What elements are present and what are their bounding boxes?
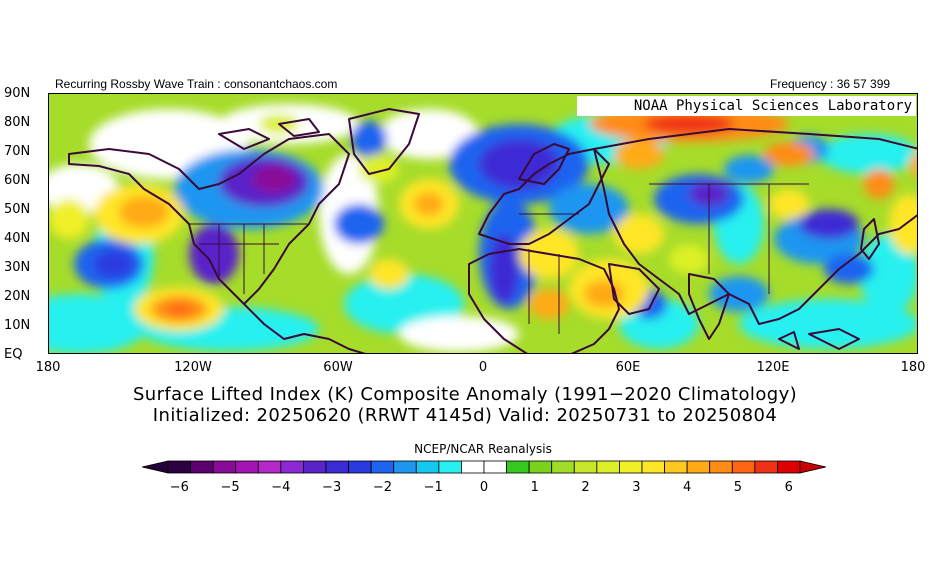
colorbar-swatch	[754, 460, 778, 474]
lat-label-40n: 40N	[4, 231, 31, 246]
lon-label-120w: 120W	[174, 360, 212, 375]
lat-label-50n: 50N	[4, 202, 31, 217]
colorbar-swatch	[483, 460, 507, 474]
colorbar-tick-label: −4	[271, 480, 291, 495]
lon-label-0: 0	[478, 360, 488, 375]
colorbar-swatch	[348, 460, 372, 474]
coastlines	[68, 108, 917, 353]
lat-label-90n: 90N	[4, 86, 31, 101]
colorbar	[142, 460, 826, 474]
colorbar-swatch	[415, 460, 440, 474]
lat-label-10n: 10N	[4, 318, 31, 333]
colorbar-low-arrow	[142, 460, 169, 474]
colorbar-swatch	[235, 460, 259, 474]
lat-label-60n: 60N	[4, 173, 31, 188]
colorbar-swatch	[280, 460, 304, 474]
colorbar-swatch	[506, 460, 530, 474]
reanalysis-label: NCEP/NCAR Reanalysis	[414, 442, 552, 456]
colorbar-tick-label: 1	[530, 480, 539, 495]
colorbar-swatch	[619, 460, 643, 474]
colorbar-swatch	[438, 460, 462, 474]
colorbar-tick-label: 6	[784, 480, 793, 495]
colorbar-swatch	[325, 460, 349, 474]
source-credit: Recurring Rossby Wave Train : consonantc…	[55, 77, 338, 91]
colorbar-tick-label: −3	[322, 480, 342, 495]
lon-label-120e: 120E	[756, 360, 790, 375]
lat-label-20n: 20N	[4, 289, 31, 304]
colorbar-swatch	[528, 460, 553, 474]
colorbar-swatch	[212, 460, 237, 474]
colorbar-tick-label: 4	[683, 480, 692, 495]
colorbar-tick-label: 3	[632, 480, 641, 495]
lat-label-80n: 80N	[4, 115, 31, 130]
lab-label: NOAA Physical Sciences Laboratory	[577, 96, 916, 116]
map-subtitle: Initialized: 20250620 (RRWT 4145d) Valid…	[152, 405, 778, 426]
colorbar-swatch	[777, 460, 801, 474]
colorbar-tick-label: 2	[581, 480, 590, 495]
borders	[189, 183, 809, 334]
lon-label-60w: 60W	[323, 360, 353, 375]
colorbar-tick-label: −1	[423, 480, 443, 495]
colorbar-swatch	[573, 460, 598, 474]
colorbar-tick-label: 5	[733, 480, 743, 495]
lon-label-180w: 180	[35, 360, 61, 375]
colorbar-swatch	[393, 460, 417, 474]
colorbar-swatch	[664, 460, 688, 474]
colorbar-tick-label: −5	[220, 480, 240, 495]
colorbar-swatch	[190, 460, 214, 474]
colorbar-swatch	[686, 460, 711, 474]
colorbar-swatch	[731, 460, 756, 474]
colorbar-swatch	[641, 460, 665, 474]
colorbar-tick-label: −2	[372, 480, 392, 495]
lon-label-180e: 180	[900, 360, 926, 375]
lat-label-30n: 30N	[4, 260, 31, 275]
colorbar-swatch	[303, 460, 327, 474]
colorbar-swatch	[370, 460, 395, 474]
map-canvas	[49, 94, 917, 353]
frequency-label: Frequency : 36 57 399	[770, 77, 891, 91]
map-title: Surface Lifted Index (K) Composite Anoma…	[132, 384, 798, 405]
lon-label-60e: 60E	[615, 360, 641, 375]
colorbar-swatch	[167, 460, 191, 474]
anomaly-map	[48, 93, 918, 354]
colorbar-swatch	[709, 460, 733, 474]
colorbar-high-arrow	[799, 460, 826, 474]
lat-label-70n: 70N	[4, 144, 31, 159]
colorbar-tick-label: 0	[479, 480, 489, 495]
colorbar-swatch	[551, 460, 575, 474]
colorbar-swatch	[461, 460, 485, 474]
colorbar-swatch	[257, 460, 282, 474]
colorbar-tick-label: −6	[169, 480, 189, 495]
colorbar-swatch	[596, 460, 620, 474]
lat-label-eq: EQ	[4, 347, 23, 362]
